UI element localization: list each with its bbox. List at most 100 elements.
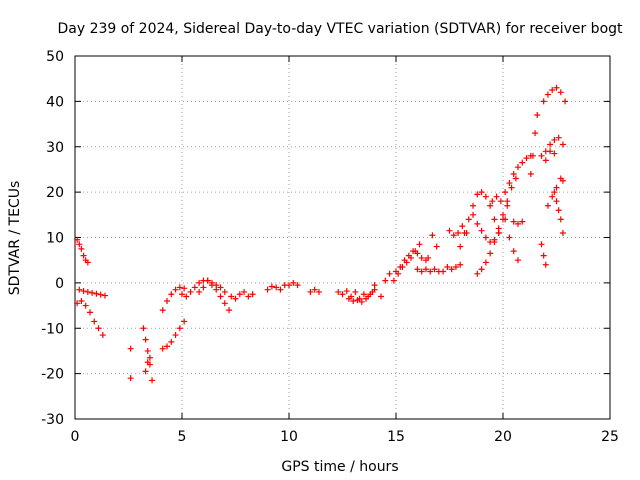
data-point	[127, 375, 134, 382]
series-arc-f	[142, 354, 153, 375]
data-point	[80, 288, 87, 295]
series-arc-af	[538, 134, 566, 159]
data-point	[457, 261, 464, 268]
series-arc-u	[425, 232, 440, 261]
data-point	[482, 193, 489, 200]
data-point	[221, 300, 228, 307]
data-point	[512, 175, 519, 182]
data-point	[93, 290, 100, 297]
plot-frame	[74, 55, 611, 420]
data-point	[397, 263, 404, 270]
data-point	[465, 216, 472, 223]
data-point	[452, 263, 459, 270]
data-point	[431, 266, 438, 273]
data-point	[508, 184, 515, 191]
data-point	[529, 152, 536, 159]
data-point	[455, 229, 462, 236]
y-tick-label: 20	[46, 185, 64, 201]
data-point	[547, 141, 554, 148]
data-point	[482, 259, 489, 266]
data-point	[76, 286, 83, 293]
data-point	[553, 198, 560, 205]
data-point	[457, 243, 464, 250]
data-point	[74, 236, 81, 243]
data-point	[510, 248, 517, 255]
data-point	[551, 136, 558, 143]
data-point	[358, 298, 365, 305]
data-point	[414, 250, 421, 257]
series-arc-w	[446, 223, 470, 239]
data-point	[78, 298, 85, 305]
data-point	[164, 343, 171, 350]
data-point	[553, 84, 560, 91]
series-arc-aj	[551, 189, 566, 236]
data-point	[551, 189, 558, 196]
x-axis-label: GPS time / hours	[281, 459, 398, 475]
series-arc-ab	[502, 152, 534, 196]
data-point	[204, 277, 211, 284]
data-point	[514, 257, 521, 264]
data-point	[78, 245, 85, 252]
series-arc-ae	[538, 241, 549, 268]
data-point	[339, 291, 346, 298]
series-arc-aa	[489, 193, 521, 264]
series-arc-ad	[527, 111, 541, 177]
data-point	[555, 134, 562, 141]
data-point	[386, 270, 393, 277]
data-point	[191, 284, 198, 291]
data-point	[557, 216, 564, 223]
data-point	[345, 295, 352, 302]
data-point	[159, 307, 166, 314]
data-point	[241, 288, 248, 295]
data-point	[164, 298, 171, 305]
chart-title: Day 239 of 2024, Sidereal Day-to-day VTE…	[57, 21, 623, 37]
series-arc-ah	[542, 148, 558, 164]
data-point	[76, 241, 83, 248]
data-point	[497, 198, 504, 205]
data-point	[286, 282, 292, 289]
data-point	[532, 130, 539, 137]
y-tick-label: -30	[41, 412, 64, 428]
data-point	[549, 193, 556, 200]
data-point	[440, 268, 447, 275]
data-point	[414, 266, 421, 273]
series-arc-c	[74, 298, 106, 339]
data-point	[95, 325, 102, 332]
data-point	[80, 252, 87, 259]
data-point	[493, 193, 500, 200]
data-point	[450, 232, 457, 239]
data-point	[474, 220, 481, 227]
data-point	[228, 293, 235, 300]
data-point	[217, 284, 224, 291]
data-point	[482, 234, 489, 241]
data-point	[461, 229, 468, 236]
data-point	[502, 189, 509, 196]
data-point	[478, 266, 485, 273]
data-point	[196, 279, 203, 286]
data-point	[459, 223, 466, 230]
data-point	[549, 87, 556, 94]
y-tick-label: 0	[55, 276, 64, 292]
series-arc-i	[179, 277, 233, 314]
x-tick-label: 20	[494, 429, 512, 445]
data-point	[410, 248, 417, 255]
data-point	[335, 288, 342, 295]
data-point	[557, 89, 564, 96]
data-point	[510, 218, 517, 225]
data-point	[538, 241, 545, 248]
data-point	[502, 216, 509, 223]
data-point	[86, 309, 93, 316]
data-point	[343, 288, 350, 295]
data-point	[213, 282, 220, 289]
data-point	[315, 288, 322, 295]
data-point	[378, 293, 385, 300]
y-tick-label: -10	[41, 321, 64, 337]
data-point	[542, 261, 549, 268]
data-point	[350, 298, 357, 305]
data-point	[478, 227, 485, 234]
data-point	[470, 211, 477, 218]
data-point	[84, 288, 91, 295]
data-point	[446, 227, 453, 234]
data-point	[221, 288, 228, 295]
series-arc-j	[196, 277, 228, 295]
